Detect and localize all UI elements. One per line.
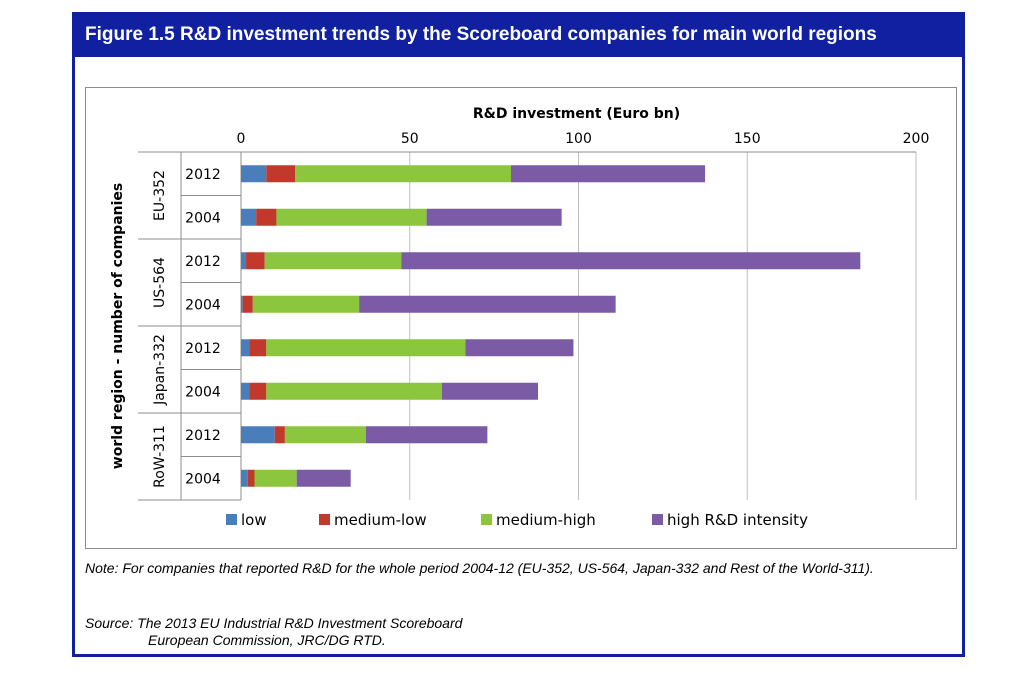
bar-segment-low — [241, 252, 247, 270]
group-label: Japan-332 — [152, 334, 168, 406]
group-label: US-564 — [152, 257, 168, 308]
legend-label: low — [241, 511, 267, 529]
y-tick-label: 2012 — [185, 341, 221, 357]
bar-segment-medium-high — [266, 382, 442, 400]
group-label: EU-352 — [152, 170, 168, 221]
bar-segment-low — [241, 339, 250, 357]
bar-segment-high-r-d-intensity — [359, 295, 616, 313]
bar-segment-medium-low — [249, 382, 267, 400]
figure-frame: Figure 1.5 R&D investment trends by the … — [72, 12, 965, 657]
x-tick-label: 50 — [401, 131, 419, 147]
bar-segment-low — [241, 469, 248, 487]
bar-segment-low — [241, 382, 250, 400]
legend-label: high R&D intensity — [667, 511, 808, 529]
x-tick-label: 100 — [565, 131, 592, 147]
legend-swatch — [319, 514, 330, 525]
bar-segment-high-r-d-intensity — [296, 469, 351, 487]
bar-segment-medium-high — [276, 208, 427, 226]
bar-segment-medium-high — [266, 339, 466, 357]
bar-segment-high-r-d-intensity — [365, 426, 488, 444]
bar-segment-medium-high — [284, 426, 366, 444]
bar-segment-medium-low — [249, 339, 267, 357]
stacked-bar-chart: R&D investment (Euro bn) 0 50 100 150 200 2012… — [110, 106, 930, 529]
bar-segment-medium-high — [264, 252, 402, 270]
legend-swatch — [481, 514, 492, 525]
y-tick-label: 2012 — [185, 428, 221, 444]
figure-title: Figure 1.5 R&D investment trends by the … — [85, 24, 877, 45]
bar-segment-medium-low — [242, 295, 253, 313]
x-axis-title: R&D investment (Euro bn) — [473, 106, 680, 122]
y-tick-label: 2012 — [185, 167, 221, 183]
bar-segment-high-r-d-intensity — [465, 339, 574, 357]
y-tick-label: 2004 — [185, 384, 221, 400]
x-tick-label: 200 — [903, 131, 930, 147]
bar-segment-high-r-d-intensity — [426, 208, 562, 226]
bar-segment-medium-high — [295, 165, 511, 183]
bar-segment-low — [241, 165, 267, 183]
bar-segment-medium-high — [252, 295, 360, 313]
bar-segment-medium-high — [254, 469, 297, 487]
bar-segment-low — [241, 426, 275, 444]
figure-header: Figure 1.5 R&D investment trends by the … — [75, 15, 962, 57]
legend-label: medium-low — [334, 511, 427, 529]
figure-note: Note: For companies that reported R&D fo… — [85, 560, 874, 576]
source-line-1: Source: The 2013 EU Industrial R&D Inves… — [85, 615, 463, 631]
bar-segment-medium-low — [266, 165, 295, 183]
figure-source: Source: The 2013 EU Industrial R&D Inves… — [85, 615, 945, 649]
y-tick-label: 2012 — [185, 254, 221, 270]
y-tick-label: 2004 — [185, 471, 221, 487]
bar-segment-medium-low — [247, 469, 255, 487]
group-label: RoW-311 — [152, 425, 168, 488]
bar-segment-high-r-d-intensity — [441, 382, 538, 400]
chart-area: R&D investment (Euro bn) 0 50 100 150 200 2012… — [85, 87, 957, 549]
bar-segment-low — [241, 295, 243, 313]
legend-swatch — [226, 514, 237, 525]
y-tick-label: 2004 — [185, 297, 221, 313]
legend-label: medium-high — [496, 511, 596, 529]
source-line-2: European Commission, JRC/DG RTD. — [148, 632, 386, 648]
bar-segment-medium-low — [256, 208, 277, 226]
y-axis-title: world region - number of companies — [110, 183, 126, 469]
bar-segment-high-r-d-intensity — [401, 252, 861, 270]
legend-swatch — [652, 514, 663, 525]
bar-segment-medium-low — [246, 252, 265, 270]
x-tick-label: 150 — [734, 131, 761, 147]
x-tick-label: 0 — [237, 131, 246, 147]
bar-segment-low — [241, 208, 257, 226]
y-tick-label: 2004 — [185, 210, 221, 226]
bar-segment-medium-low — [274, 426, 285, 444]
bar-segment-high-r-d-intensity — [511, 165, 706, 183]
